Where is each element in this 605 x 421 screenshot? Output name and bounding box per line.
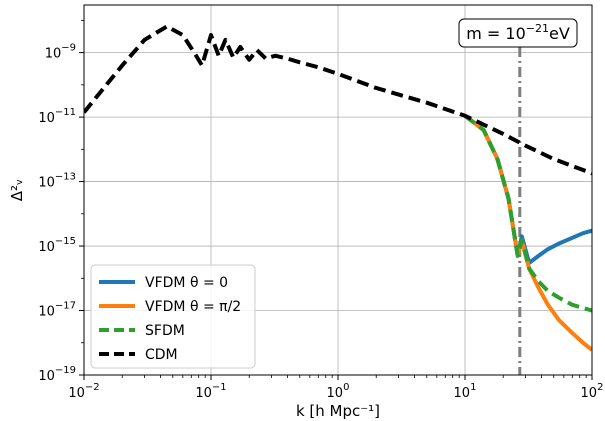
x-tick-exp: 1 [470,382,476,393]
x-tick-exp: 0 [343,382,349,393]
x-tick-base: 10 [195,386,212,401]
x-tick-label: 10−2 [68,382,99,401]
annotation-exp: −21 [526,22,549,35]
y-tick-base: 10 [38,240,55,255]
annotation-box [458,18,578,48]
y-tick-exp: −17 [55,301,76,312]
y-tick-label: 10−13 [38,172,76,191]
x-tick-base: 10 [581,386,598,401]
series-line-sfdm [463,114,592,313]
x-tick-label: 101 [454,382,477,401]
y-tick-label: 10−17 [38,301,76,320]
y-tick-exp: −13 [55,172,76,183]
y-axis-label: Δ²ᵥ [8,179,26,202]
x-tick-base: 10 [454,386,471,401]
annotation-main: m = 10 [466,24,526,43]
x-tick-exp: −1 [212,382,227,393]
legend-label: VFDM θ = π/2 [145,299,241,315]
x-tick-exp: 2 [597,382,603,393]
annotation-text: m = 10−21eV [466,22,570,43]
legend-label: SFDM [145,323,185,339]
x-tick-label: 102 [581,382,604,401]
legend-label: CDM [145,347,178,363]
x-tick-exp: −2 [85,382,100,393]
legend-label: VFDM θ = 0 [145,275,228,291]
legend: VFDM θ = 0 VFDM θ = π/2 SFDM CDM [90,264,256,369]
x-axis-label: k [h Mpc⁻¹] [296,402,380,420]
y-tick-exp: −19 [55,365,76,376]
mass-annotation: m = 10−21eV [458,18,578,48]
x-tick-base: 10 [327,386,344,401]
ticks: 10−2 10−1 100 101 10210−910−1110−1310−1510−1… [38,19,604,401]
x-tick-label: 10−1 [195,382,226,401]
y-tick-base: 10 [38,176,55,191]
series-group [84,24,592,352]
y-tick-label: 10−19 [38,365,76,384]
x-tick-label: 100 [327,382,350,401]
y-tick-label: 10−15 [38,236,76,255]
y-tick-base: 10 [38,305,55,320]
y-tick-exp: −15 [55,236,76,247]
y-tick-label: 10−9 [45,43,76,62]
series-line-cdm [84,24,592,176]
y-tick-base: 10 [38,111,55,126]
x-tick-base: 10 [68,386,85,401]
y-tick-base: 10 [38,369,55,384]
annotation-unit: eV [549,24,570,43]
y-tick-exp: −11 [55,107,76,118]
y-tick-exp: −9 [61,43,76,54]
legend-box [90,264,256,369]
y-tick-label: 10−11 [38,107,76,126]
y-tick-base: 10 [45,47,62,62]
